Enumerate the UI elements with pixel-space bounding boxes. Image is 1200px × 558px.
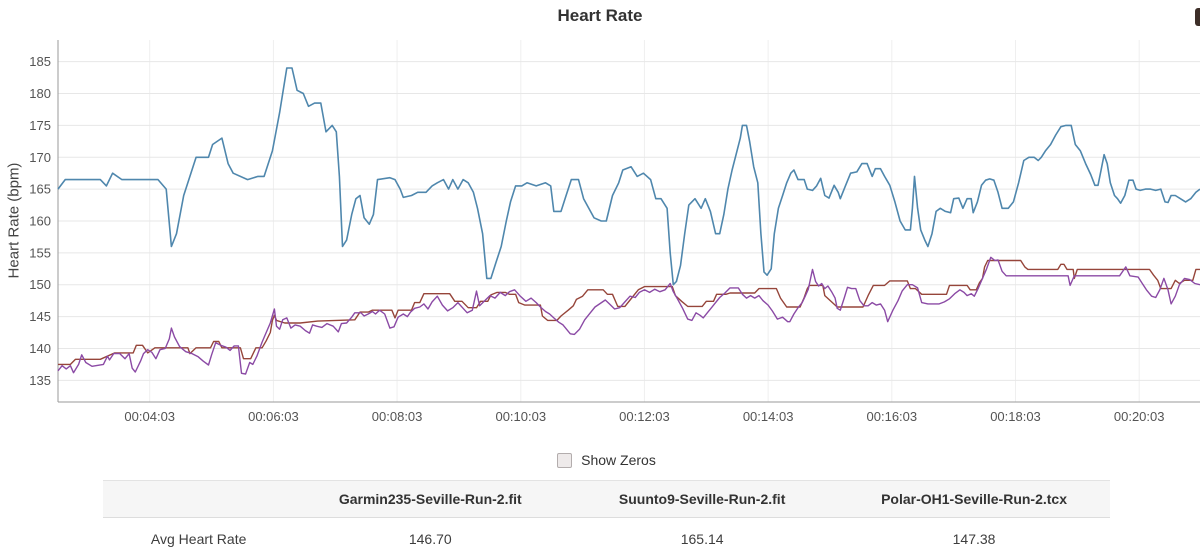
summary-row-avg-heart-rate: Avg Heart Rate 146.70 165.14 147.38 [103, 518, 1110, 558]
y-tick-label: 165 [29, 182, 51, 197]
avg-value-polar: 147.38 [952, 531, 996, 547]
series-Suunto9-Seville-Run-2.fit [57, 67, 1200, 286]
y-tick-label: 180 [29, 86, 51, 101]
y-tick-label: 135 [29, 373, 51, 388]
summary-header-empty [103, 480, 295, 518]
y-tick-label: 160 [29, 214, 51, 229]
summary-header-suunto: Suunto9-Seville-Run-2.fit [566, 480, 839, 518]
x-tick-label: 00:16:03 [867, 409, 918, 424]
show-zeros-toggle[interactable]: Show Zeros [557, 452, 656, 468]
y-tick-label: 175 [29, 118, 51, 133]
chart-title: Heart Rate [557, 6, 643, 25]
row-label: Avg Heart Rate [150, 531, 247, 547]
summary-table: Garmin235-Seville-Run-2.fit Suunto9-Sevi… [103, 480, 1110, 558]
x-tick-label: 00:04:03 [124, 409, 175, 424]
avg-value-garmin: 146.70 [408, 531, 452, 547]
y-tick-label: 145 [29, 309, 51, 324]
summary-header-garmin: Garmin235-Seville-Run-2.fit [294, 480, 567, 518]
y-tick-label: 140 [29, 341, 51, 356]
series-Garmin235-Seville-Run-2.fit [58, 259, 1200, 366]
show-zeros-checkbox[interactable] [557, 452, 573, 468]
x-tick-label: 00:06:03 [248, 409, 299, 424]
heart-rate-chart: Heart Rate Heart Rate (bpm) 00:04:03 00:0… [0, 0, 1200, 432]
plot-area[interactable]: 00:04:03 00:06:03 00:08:03 00:10:03 00:12:03… [0, 0, 1200, 432]
summary-header-polar: Polar-OH1-Seville-Run-2.tcx [838, 480, 1110, 518]
avg-value-suunto: 165.14 [680, 531, 724, 547]
summary-table-container: Garmin235-Seville-Run-2.fit Suunto9-Sevi… [103, 480, 1110, 558]
y-tick-label: 150 [29, 277, 51, 292]
y-tick-label: 185 [29, 54, 51, 69]
y-tick-label: 170 [29, 150, 51, 165]
x-tick-label: 00:14:03 [743, 409, 794, 424]
chart-context-menu-icon[interactable] [1195, 8, 1200, 26]
x-tick-label: 00:10:03 [495, 409, 546, 424]
x-tick-label: 00:20:03 [1114, 409, 1165, 424]
series-Polar-OH1-Seville-Run-2.tcx [57, 256, 1200, 375]
summary-header-row: Garmin235-Seville-Run-2.fit Suunto9-Sevi… [103, 480, 1110, 518]
y-tick-label: 155 [29, 245, 51, 260]
show-zeros-label: Show Zeros [581, 452, 656, 468]
x-tick-label: 00:12:03 [619, 409, 670, 424]
x-tick-label: 00:18:03 [990, 409, 1041, 424]
chart-controls: Show Zeros [103, 452, 1110, 473]
y-axis-title: Heart Rate (bpm) [5, 162, 23, 279]
x-tick-label: 00:08:03 [372, 409, 423, 424]
